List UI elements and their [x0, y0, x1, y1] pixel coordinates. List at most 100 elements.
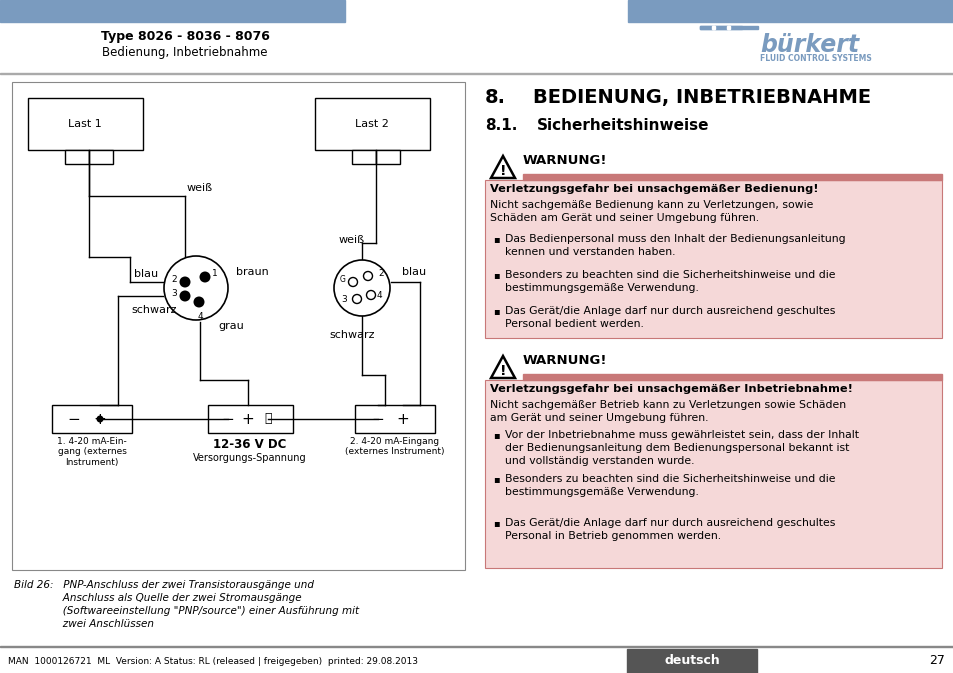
Bar [352, 150, 375, 164]
Text: Nicht sachgemäßer Betrieb kann zu Verletzungen sowie Schäden
am Gerät und seiner: Nicht sachgemäßer Betrieb kann zu Verlet… [490, 400, 845, 423]
Text: −: − [68, 411, 80, 427]
Polygon shape [491, 356, 515, 378]
Text: weiß: weiß [338, 235, 365, 245]
Text: G: G [340, 275, 346, 285]
Bar [700, 26, 758, 29]
Text: WARNUNG!: WARNUNG! [522, 154, 607, 167]
Text: Bedienung, Inbetriebnahme: Bedienung, Inbetriebnahme [102, 46, 268, 59]
Text: Das Gerät/die Anlage darf nur durch ausreichend geschultes
Personal bedient werd: Das Gerät/die Anlage darf nur durch ausr… [504, 306, 835, 329]
Bar [0, 73, 953, 74]
Text: grau: grau [218, 321, 244, 331]
Text: Bild 26:   PNP-Anschluss der zwei Transistorausgänge und: Bild 26: PNP-Anschluss der zwei Transist… [14, 580, 314, 590]
Text: deutsch: deutsch [663, 655, 720, 668]
Bar [12, 82, 464, 570]
Text: ▪: ▪ [493, 430, 499, 440]
Text: ▪: ▪ [493, 474, 499, 484]
Bar [626, 649, 757, 673]
Text: WARNUNG!: WARNUNG! [522, 354, 607, 367]
Text: blau: blau [133, 269, 158, 279]
Text: Last 2: Last 2 [355, 119, 389, 129]
Text: ▪: ▪ [493, 234, 499, 244]
Text: Besonders zu beachten sind die Sicherheitshinweise und die
bestimmungsgemäße Ver: Besonders zu beachten sind die Sicherhei… [504, 474, 835, 497]
Bar [65, 150, 89, 164]
Text: −: − [372, 411, 384, 427]
Bar [700, 26, 711, 29]
Bar [714, 26, 726, 29]
Text: blau: blau [401, 267, 426, 277]
Bar [375, 150, 399, 164]
Text: !: ! [499, 164, 506, 178]
Circle shape [334, 260, 390, 316]
Bar [0, 0, 345, 22]
Bar [52, 405, 132, 433]
Text: ⏚: ⏚ [264, 413, 272, 425]
Text: 2: 2 [172, 275, 177, 283]
Text: Sicherheitshinweise: Sicherheitshinweise [537, 118, 709, 133]
Text: ▪: ▪ [493, 270, 499, 280]
Bar [484, 180, 941, 338]
Bar [627, 0, 953, 22]
Text: Versorgungs-Spannung: Versorgungs-Spannung [193, 453, 307, 463]
Text: Das Gerät/die Anlage darf nur durch ausreichend geschultes
Personal in Betrieb g: Das Gerät/die Anlage darf nur durch ausr… [504, 518, 835, 541]
Bar [522, 174, 941, 180]
Text: 1. 4-20 mA-Ein-
gang (externes
Instrument): 1. 4-20 mA-Ein- gang (externes Instrumen… [57, 437, 127, 467]
Text: 3: 3 [172, 289, 177, 299]
Circle shape [348, 277, 357, 287]
Bar [355, 405, 435, 433]
Text: Anschluss als Quelle der zwei Stromausgänge: Anschluss als Quelle der zwei Stromausgä… [14, 593, 301, 603]
Text: FLUID CONTROL SYSTEMS: FLUID CONTROL SYSTEMS [760, 54, 871, 63]
Text: ▪: ▪ [493, 518, 499, 528]
Bar [522, 374, 941, 380]
Circle shape [193, 297, 204, 308]
Text: 4: 4 [197, 312, 203, 321]
Bar [89, 150, 112, 164]
Text: 4: 4 [376, 291, 382, 299]
Text: !: ! [499, 364, 506, 378]
Text: −: − [221, 411, 234, 427]
Bar [208, 405, 293, 433]
Text: 8.: 8. [484, 88, 505, 107]
Text: zwei Anschlüssen: zwei Anschlüssen [14, 619, 153, 629]
Text: 2: 2 [377, 269, 383, 277]
Bar [726, 26, 729, 29]
Text: +: + [93, 411, 107, 427]
Text: braun: braun [235, 267, 269, 277]
Bar [484, 380, 941, 568]
Text: schwarz: schwarz [329, 330, 375, 340]
Circle shape [366, 291, 375, 299]
Bar [314, 98, 430, 150]
Text: 27: 27 [928, 655, 944, 668]
Bar [729, 26, 741, 29]
Text: ▪: ▪ [493, 306, 499, 316]
Bar [0, 646, 953, 647]
Text: weiß: weiß [187, 183, 213, 193]
Text: schwarz: schwarz [131, 305, 176, 315]
Text: 2. 4-20 mA-Eingang
(externes Instrument): 2. 4-20 mA-Eingang (externes Instrument) [345, 437, 444, 456]
Bar [28, 98, 143, 150]
Text: Das Bedienpersonal muss den Inhalt der Bedienungsanleitung
kennen und verstanden: Das Bedienpersonal muss den Inhalt der B… [504, 234, 844, 257]
Text: Type 8026 - 8036 - 8076: Type 8026 - 8036 - 8076 [100, 30, 269, 43]
Text: Besonders zu beachten sind die Sicherheitshinweise und die
bestimmungsgemäße Ver: Besonders zu beachten sind die Sicherhei… [504, 270, 835, 293]
Text: 1: 1 [212, 269, 217, 279]
Text: Verletzungsgefahr bei unsachgemäßer Inbetriebnahme!: Verletzungsgefahr bei unsachgemäßer Inbe… [490, 384, 852, 394]
Circle shape [96, 415, 103, 423]
Text: MAN  1000126721  ML  Version: A Status: RL (released | freigegeben)  printed: 29: MAN 1000126721 ML Version: A Status: RL … [8, 656, 417, 666]
Text: Last 1: Last 1 [68, 119, 102, 129]
Circle shape [179, 291, 191, 302]
Text: 3: 3 [341, 295, 347, 304]
Text: +: + [241, 411, 254, 427]
Text: Nicht sachgemäße Bedienung kann zu Verletzungen, sowie
Schäden am Gerät und sein: Nicht sachgemäße Bedienung kann zu Verle… [490, 200, 813, 223]
Circle shape [363, 271, 372, 281]
Bar [711, 26, 714, 29]
Text: Verletzungsgefahr bei unsachgemäßer Bedienung!: Verletzungsgefahr bei unsachgemäßer Bedi… [490, 184, 818, 194]
Circle shape [179, 277, 191, 287]
Circle shape [164, 256, 228, 320]
Text: bürkert: bürkert [760, 33, 859, 57]
Polygon shape [491, 156, 515, 178]
Text: (Softwareeinstellung "PNP/source") einer Ausführung mit: (Softwareeinstellung "PNP/source") einer… [14, 606, 358, 616]
Circle shape [199, 271, 211, 283]
Text: +: + [396, 411, 409, 427]
Text: 12-36 V DC: 12-36 V DC [213, 438, 287, 451]
Text: Vor der Inbetriebnahme muss gewährleistet sein, dass der Inhalt
der Bedienungsan: Vor der Inbetriebnahme muss gewährleiste… [504, 430, 858, 466]
Text: BEDIENUNG, INBETRIEBNAHME: BEDIENUNG, INBETRIEBNAHME [533, 88, 870, 107]
